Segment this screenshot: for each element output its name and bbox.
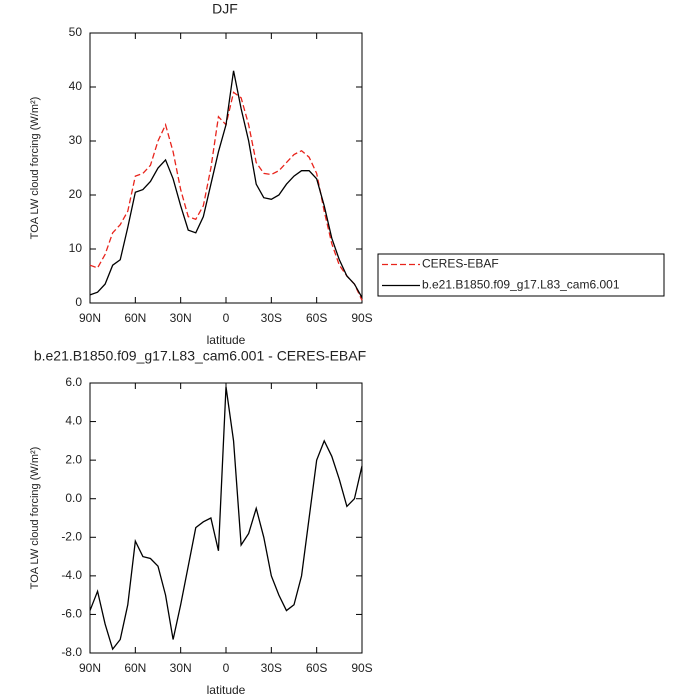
chart-title: DJF [212,1,238,17]
y-tick-label: 30 [69,133,83,147]
x-tick-label: 90N [79,661,101,675]
x-tick-label: 30N [170,311,192,325]
x-tick-label: 30N [170,661,192,675]
y-tick-label: 0.0 [65,491,82,505]
x-tick-label: 60S [306,311,327,325]
y-tick-label: 10 [69,241,83,255]
legend-label: b.e21.B1850.f09_g17.L83_cam6.001 [422,278,620,292]
x-tick-label: 90N [79,311,101,325]
y-tick-label: 20 [69,187,83,201]
y-tick-label: 4.0 [65,414,82,428]
line-series [89,70,363,298]
x-tick-label: 30S [261,661,282,675]
x-tick-label: 90S [351,661,372,675]
x-axis-label: latitude [207,683,246,697]
y-axis-label: TOA LW cloud forcing (W/m²) [29,447,41,590]
chart-title: b.e21.B1850.f09_g17.L83_cam6.001 - CERES… [34,348,366,364]
y-tick-label: -4.0 [61,568,82,582]
x-tick-label: 30S [261,311,282,325]
x-tick-label: 60N [124,311,146,325]
y-tick-label: 40 [69,79,83,93]
y-tick-label: -2.0 [61,529,82,543]
plot-frame [89,32,363,304]
x-tick-label: 60N [124,661,146,675]
y-tick-label: 6.0 [65,375,82,389]
x-tick-label: 60S [306,661,327,675]
y-tick-label: -6.0 [61,607,82,621]
y-axis-label: TOA LW cloud forcing (W/m²) [29,97,41,240]
x-axis-label: latitude [207,333,246,347]
x-tick-label: 90S [351,311,372,325]
plot-frame [89,382,363,654]
legend-box [377,253,665,297]
y-tick-label: 0 [75,295,82,309]
y-tick-label: 2.0 [65,452,82,466]
line-series [89,386,363,651]
y-tick-label: -8.0 [61,645,82,659]
x-tick-label: 0 [223,661,230,675]
x-tick-label: 0 [223,311,230,325]
y-tick-label: 50 [69,25,83,39]
legend-label: CERES-EBAF [422,257,499,271]
